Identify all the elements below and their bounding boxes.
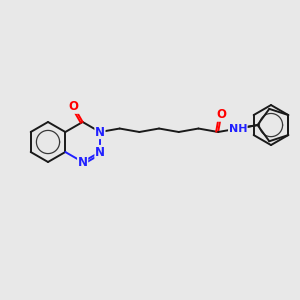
Text: N: N <box>95 125 105 139</box>
Text: NH: NH <box>229 124 247 134</box>
Text: N: N <box>95 146 105 158</box>
Text: O: O <box>216 108 226 121</box>
Text: N: N <box>78 155 88 169</box>
Text: O: O <box>69 100 79 113</box>
